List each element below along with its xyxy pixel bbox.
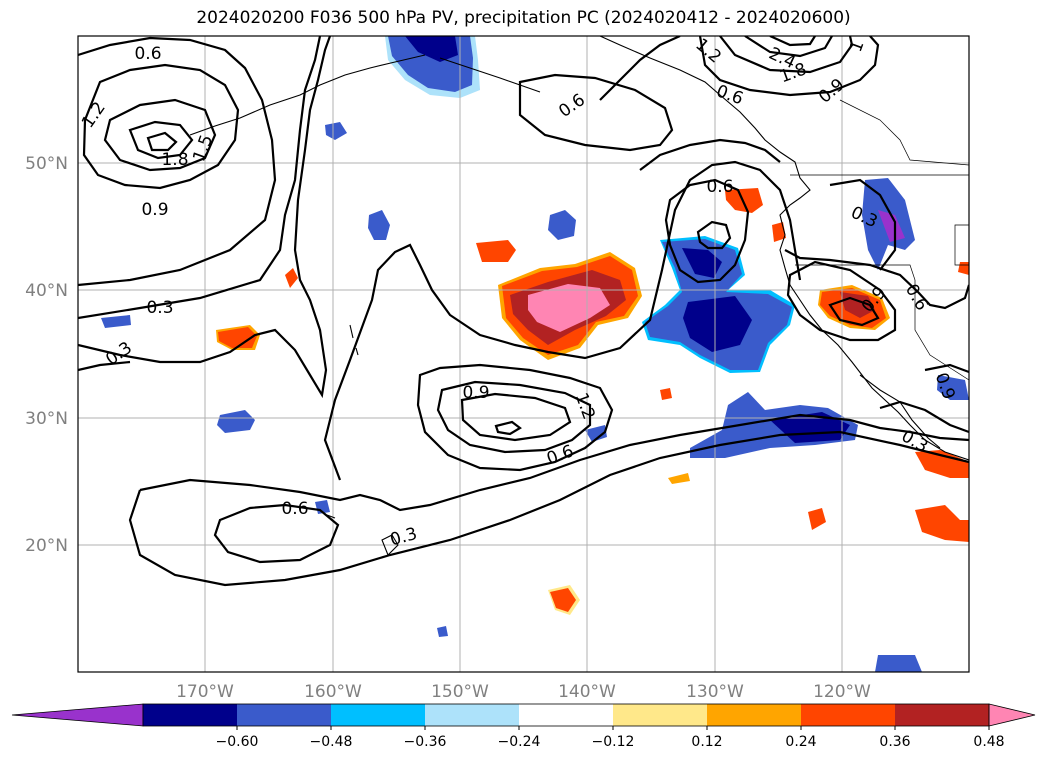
pv-contours: [78, 36, 969, 587]
map-area[interactable]: 0.6 1.2 1.8 1.5 0.9 0.3 0.3 0.6 1.2 2.4 …: [78, 35, 969, 672]
colorbar-tick-label: −0.48: [310, 734, 353, 750]
colorbar-segment: [237, 704, 332, 726]
contour-label: 0.6: [134, 44, 161, 64]
contour-label: 0.9: [141, 200, 168, 220]
colorbar-frame: [142, 703, 990, 727]
colorbar-tick-label: 0.24: [785, 734, 816, 750]
graticule: [78, 36, 969, 672]
colorbar-segment: [613, 704, 708, 726]
colorbar-tick-label: 0.12: [691, 734, 722, 750]
colorbar-tick-label: −0.24: [498, 734, 541, 750]
lon-label-170w: 170°W: [176, 682, 234, 702]
colorbar-tick-label: −0.12: [592, 734, 635, 750]
lat-label-50n: 50°N: [25, 154, 68, 174]
contour-label: 0.6: [281, 499, 308, 519]
colorbar-tick-label: −0.60: [216, 734, 259, 750]
latitude-labels: 50°N 40°N 30°N 20°N: [25, 154, 68, 556]
colorbar-segment: [331, 704, 426, 726]
colorbar-extend-low: [11, 703, 144, 727]
lat-label-30n: 30°N: [25, 409, 68, 429]
colorbar-tick-label: 0.36: [879, 734, 910, 750]
lat-label-20n: 20°N: [25, 536, 68, 556]
colorbar-extend-high: [988, 703, 1036, 727]
lon-label-140w: 140°W: [558, 682, 616, 702]
colorbar-segment: [895, 704, 990, 726]
colorbar-tick-label: −0.36: [404, 734, 447, 750]
lon-label-160w: 160°W: [304, 682, 362, 702]
colorbar: −0.60 −0.48 −0.36 −0.24 −0.12 0.12 0.24 0.36 0.4…: [11, 703, 1036, 750]
colorbar-tick-label: 0.48: [973, 734, 1004, 750]
longitude-labels: 170°W 160°W 150°W 140°W 130°W 120°W: [176, 682, 871, 702]
colorbar-segment: [425, 704, 520, 726]
lon-label-130w: 130°W: [686, 682, 744, 702]
coastlines: [189, 36, 969, 556]
lon-label-120w: 120°W: [813, 682, 871, 702]
contour-label: 0.9: [462, 383, 489, 403]
colorbar-segment: [801, 704, 896, 726]
map-title: 2024020200 F036 500 hPa PV, precipitatio…: [196, 8, 851, 28]
lat-label-40n: 40°N: [25, 281, 68, 301]
colorbar-segment: [519, 704, 614, 726]
colorbar-segment: [143, 704, 238, 726]
precip-shading: [101, 36, 969, 672]
contour-label: 0.6: [706, 177, 733, 197]
contour-label: 0.3: [146, 298, 173, 318]
map-frame: [77, 35, 970, 673]
contour-label: 1.8: [161, 150, 188, 170]
colorbar-segment: [707, 704, 802, 726]
lon-label-150w: 150°W: [431, 682, 489, 702]
